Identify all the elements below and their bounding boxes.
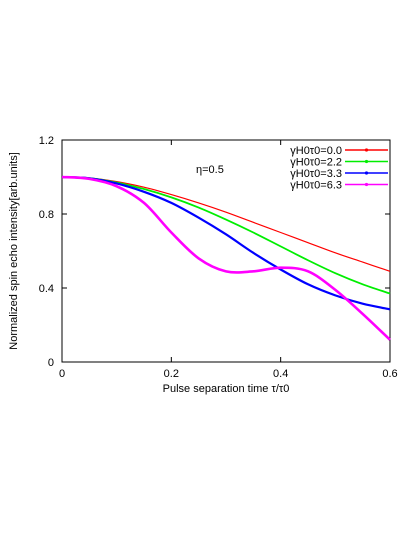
series-lines-group	[61, 175, 391, 341]
legend-marker-1	[364, 159, 369, 164]
x-tick-label: 0	[59, 368, 65, 380]
legend-label-3: γH0τ0=6.3	[290, 180, 342, 192]
x-tick-label: 0.4	[273, 368, 288, 380]
legend-marker-3	[364, 182, 369, 187]
x-tick-label: 0.6	[382, 368, 397, 380]
x-tick-label: 0.2	[164, 368, 179, 380]
legend-marker-0	[364, 148, 369, 152]
plot-frame	[61, 139, 391, 363]
series-line-3	[61, 175, 391, 341]
series-line-2	[61, 175, 391, 311]
y-tick-label: 1.2	[39, 135, 54, 147]
legend-label-0: γH0τ0=0.0	[290, 145, 342, 157]
legend-label-1: γH0τ0=2.2	[290, 157, 342, 169]
legend-label-2: γH0τ0=3.3	[290, 168, 342, 180]
legend-marker-2	[364, 171, 369, 175]
y-tick-label: 0.8	[39, 209, 54, 221]
ticks-group: 0 0.2 0.4 0.6 0 0.4 0.8 1.2	[39, 135, 398, 380]
series-line-0	[61, 176, 391, 272]
y-tick-label: 0	[48, 357, 54, 369]
annotation-eta: η=0.5	[196, 164, 224, 176]
y-axis-title: Normalized spin echo intensity[arb.units…	[8, 152, 20, 349]
x-axis-title: Pulse separation time τ/τ0	[163, 383, 290, 395]
y-tick-label: 0.4	[39, 283, 54, 295]
